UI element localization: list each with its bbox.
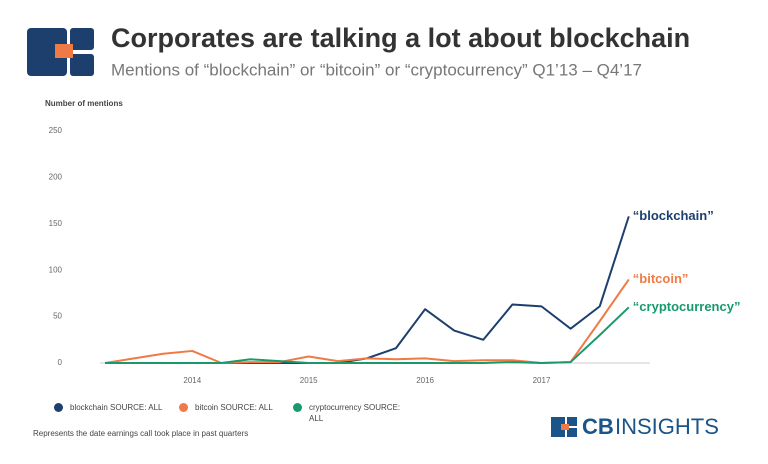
y-tick-label: 50 [53,312,62,321]
logo-block [27,28,67,76]
brand-block [561,424,569,430]
brand-block [551,417,565,437]
end-label: “bitcoin” [633,271,689,286]
chart-title: Corporates are talking a lot about block… [111,23,690,53]
series-line [105,306,630,364]
legend-label: cryptocurrency SOURCE: ALL [309,403,401,423]
y-tick-label: 250 [49,126,63,135]
chart-subtitle: Mentions of “blockchain” or “bitcoin” or… [111,60,642,79]
y-tick-label: 0 [58,358,63,367]
legend-item: cryptocurrency SOURCE: ALL [293,402,404,424]
end-label: “blockchain” [633,208,714,223]
legend-dot [54,403,63,412]
x-tick-label: 2015 [300,376,318,385]
x-tick-label: 2014 [183,376,201,385]
y-axis-label: Number of mentions [45,99,123,108]
legend-item: blockchain SOURCE: ALL [54,402,165,413]
logo-block [70,54,94,76]
brand-logo: CB INSIGHTS [551,414,719,439]
series-line [105,216,630,364]
logo-block [70,28,94,50]
y-tick-label: 200 [49,173,63,182]
brand-insights: INSIGHTS [615,414,719,439]
legend-label: blockchain SOURCE: ALL [70,403,163,412]
legend-item: bitcoin SOURCE: ALL [179,402,290,413]
brand-cb: CB [582,414,614,439]
y-tick-label: 150 [49,219,63,228]
logo-block [55,44,73,58]
series-line [104,278,630,364]
x-tick-label: 2016 [416,376,434,385]
brand-block [567,428,577,437]
x-tick-label: 2017 [533,376,551,385]
footnote: Represents the date earnings call took p… [33,429,248,438]
logo [27,28,94,76]
legend-dot [179,403,188,412]
legend-label: bitcoin SOURCE: ALL [195,403,273,412]
brand-block [567,417,577,426]
end-label: “cryptocurrency” [633,299,741,314]
legend-dot [293,403,302,412]
y-tick-label: 100 [49,265,63,274]
